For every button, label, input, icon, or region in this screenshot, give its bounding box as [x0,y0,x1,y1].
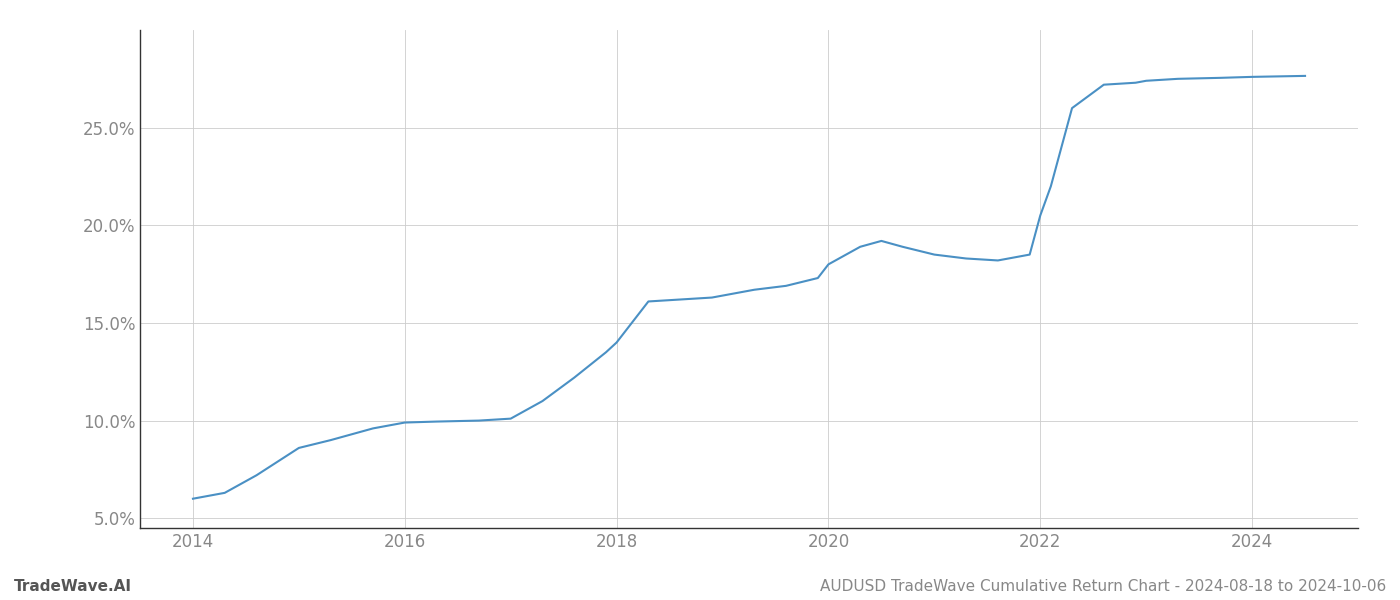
Text: AUDUSD TradeWave Cumulative Return Chart - 2024-08-18 to 2024-10-06: AUDUSD TradeWave Cumulative Return Chart… [820,579,1386,594]
Text: TradeWave.AI: TradeWave.AI [14,579,132,594]
